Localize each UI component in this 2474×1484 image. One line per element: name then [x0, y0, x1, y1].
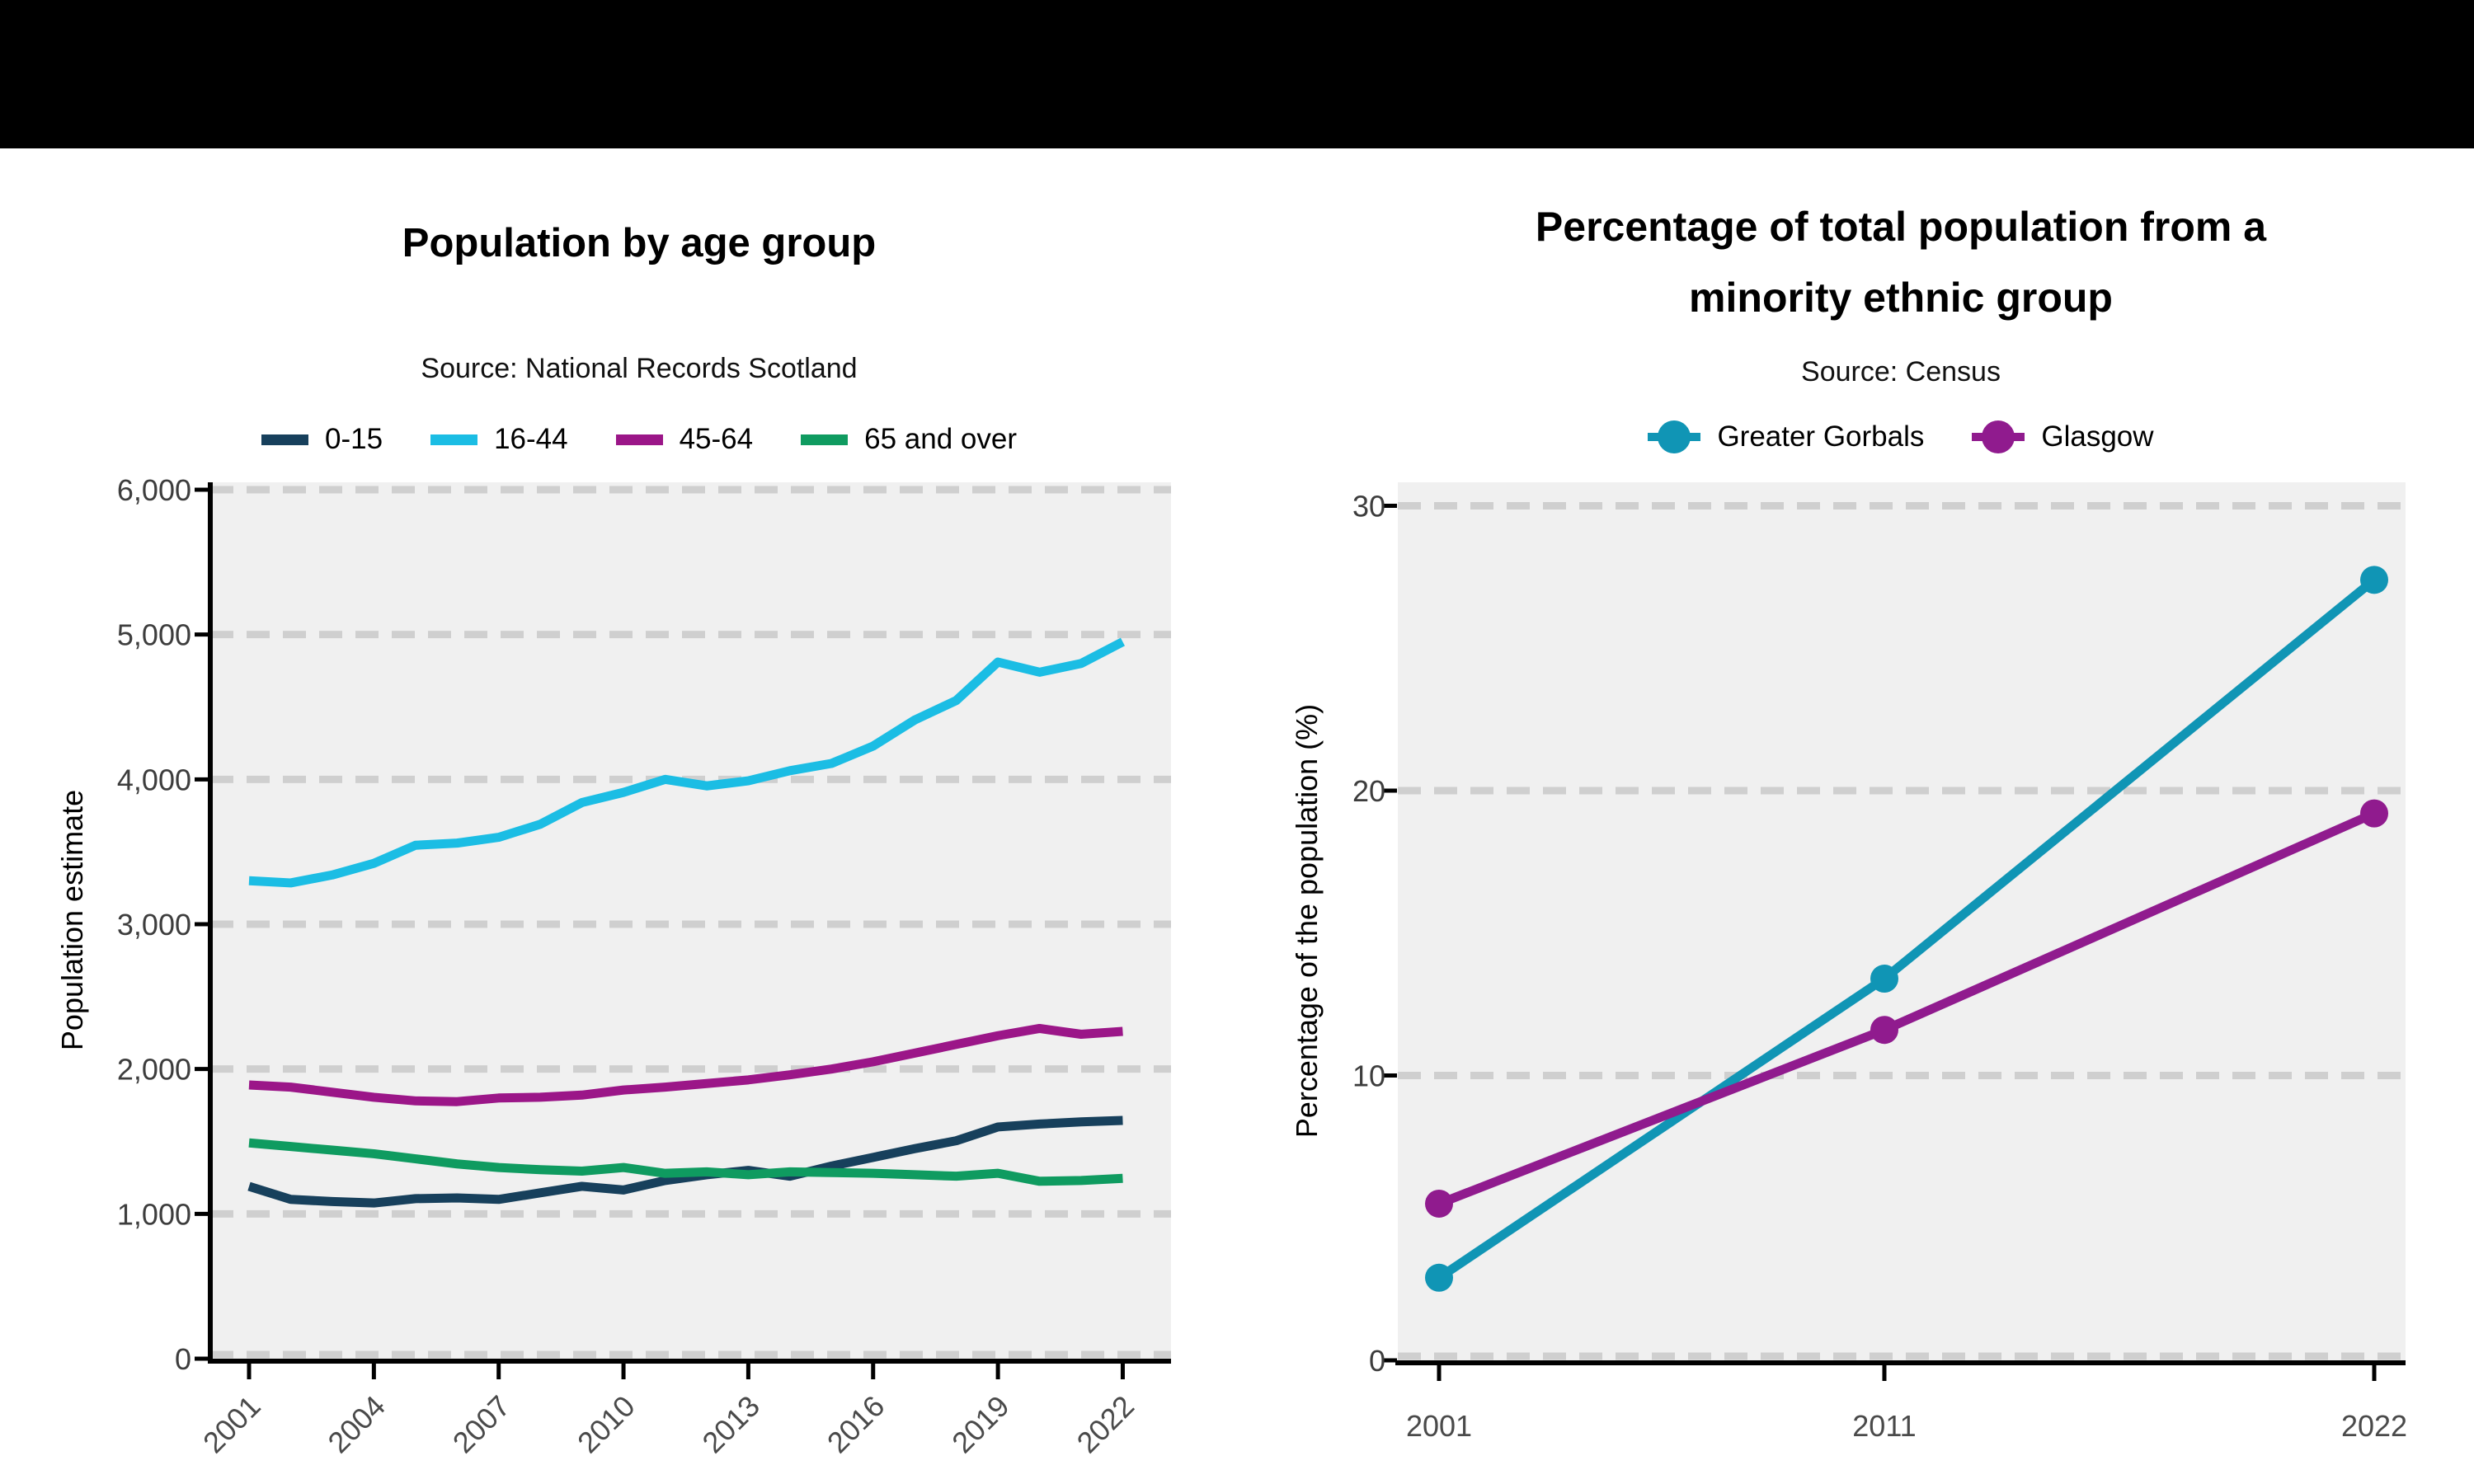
x-tick-label: 2019 [945, 1389, 1016, 1460]
legend-point-line-swatch [1648, 420, 1701, 453]
legend-line-swatch [615, 434, 663, 445]
left-chart-legend: 0-15 16-44 45-64 65 and over [49, 416, 1229, 463]
data-point-glasgow [1870, 1016, 1898, 1045]
y-tick-label: 1,000 [117, 1197, 191, 1231]
legend-label: 16-44 [494, 423, 568, 455]
x-tick-label: 2004 [321, 1389, 392, 1460]
y-tick-label: 4,000 [117, 763, 191, 796]
legend-label: 65 and over [864, 423, 1017, 455]
y-tick-label: 3,000 [117, 908, 191, 942]
x-tick-label: 2013 [695, 1389, 766, 1460]
legend-line-swatch [801, 434, 849, 445]
legend-label: 0-15 [325, 423, 383, 455]
left-chart-subtitle: Source: National Records Scotland [421, 353, 858, 384]
y-tick-label: 0 [175, 1342, 191, 1376]
y-tick-label: 6,000 [117, 473, 191, 507]
series-line-16-44 [248, 637, 1125, 888]
series-line-45-64 [248, 1023, 1123, 1106]
y-axis-title: Percentage of the population (%) [1290, 704, 1324, 1138]
x-tick-label: 2001 [1406, 1409, 1472, 1443]
x-tick-label: 2022 [2341, 1409, 2407, 1443]
plot-area-chart2 [1398, 482, 2406, 1360]
legend-item: 45-64 [615, 423, 754, 456]
series-line-0-15 [247, 1115, 1123, 1208]
legend-label: 45-64 [679, 423, 754, 455]
data-point-glasgow [1425, 1189, 1453, 1218]
data-point-greater-gorbals [1425, 1263, 1453, 1292]
x-tick-label: 2016 [821, 1389, 891, 1460]
legend-line-swatch [430, 434, 478, 445]
legend-line-swatch [261, 434, 308, 445]
x-tick-label: 2011 [1852, 1409, 1916, 1443]
legend-item: Greater Gorbals [1648, 420, 1924, 453]
legend-label: Glasgow [2041, 420, 2154, 453]
series-line-65-and-over [248, 1138, 1123, 1186]
y-axis-title: Population estimate [55, 790, 89, 1050]
y-tick-label: 10 [1352, 1059, 1385, 1093]
legend-item: Glasgow [1972, 420, 2154, 453]
legend-key-dot [1982, 420, 2015, 453]
data-point-glasgow [2360, 799, 2388, 828]
x-tick-label: 2007 [446, 1389, 517, 1460]
y-tick-label: 0 [1369, 1344, 1385, 1378]
legend-label: Greater Gorbals [1717, 420, 1925, 453]
y-tick-label: 5,000 [117, 618, 191, 652]
x-tick-label: 2022 [1070, 1389, 1141, 1460]
y-tick-label: 20 [1352, 774, 1385, 808]
x-tick-label: 2010 [571, 1389, 642, 1460]
legend-item: 16-44 [430, 423, 568, 456]
legend-key-dot [1658, 420, 1691, 453]
y-tick-label: 2,000 [117, 1053, 191, 1087]
right-chart-title-line1: Percentage of total population from a [1535, 204, 2267, 250]
data-point-greater-gorbals [1870, 965, 1898, 993]
right-chart-title-line2: minority ethnic group [1689, 275, 2113, 321]
top-banner [0, 0, 2474, 148]
right-chart-title: Percentage of total population from a mi… [1336, 191, 2466, 333]
legend-point-line-swatch [1972, 420, 2025, 453]
left-chart-title: Population by age group [402, 221, 877, 265]
legend-item: 0-15 [261, 423, 383, 456]
y-tick-label: 30 [1352, 490, 1385, 524]
legend-item: 65 and over [801, 423, 1017, 456]
right-chart-subtitle: Source: Census [1801, 356, 2001, 387]
x-tick-label: 2001 [196, 1389, 267, 1460]
right-chart-legend: Greater Gorbals Glasgow [1336, 412, 2466, 462]
data-point-greater-gorbals [2360, 566, 2388, 594]
